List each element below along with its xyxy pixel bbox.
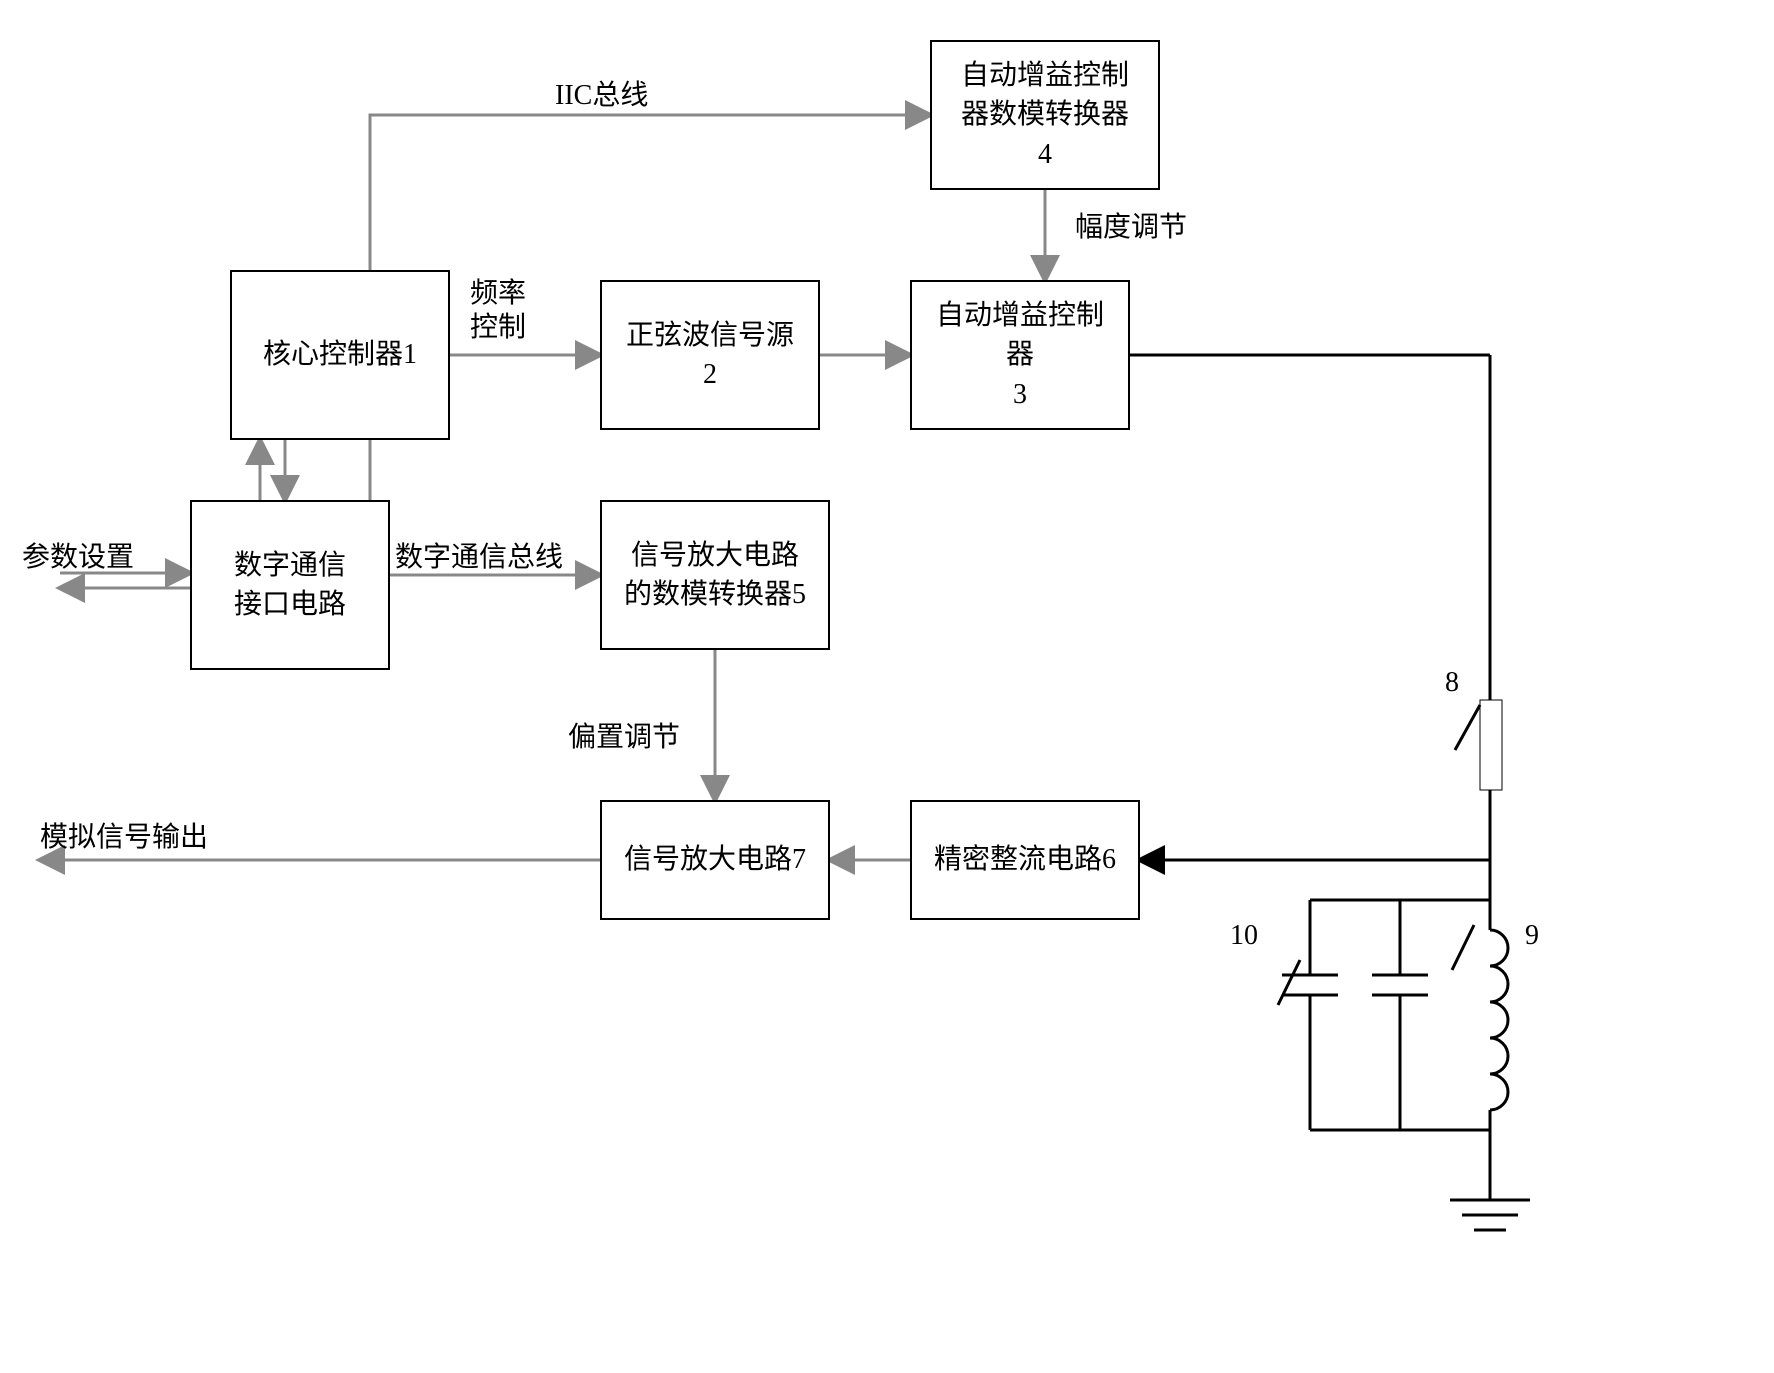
output-label: 模拟信号输出 [40,820,208,856]
ampdac-l2: 的数模转换器5 [624,579,806,610]
sine-source: 正弦波信号源 2 [600,280,820,430]
rectifier: 精密整流电路6 [910,800,1140,920]
sine-num: 2 [703,359,717,390]
core-controller-label: 核心控制器1 [263,335,417,374]
agc: 自动增益控制器 3 [910,280,1130,430]
comm-l2: 接口电路 [234,589,346,620]
inductor-9-label: 9 [1525,918,1539,954]
core-controller: 核心控制器1 [230,270,450,440]
iic-bus-label: IIC总线 [555,78,648,114]
capacitor-10-label: 10 [1230,918,1258,954]
digital-bus-label: 数字通信总线 [395,540,563,576]
resistor-8-label: 8 [1445,665,1459,701]
freq-label-2: 控制 [470,310,526,346]
amplifier: 信号放大电路7 [600,800,830,920]
agc-dac: 自动增益控制器数模转换器 4 [930,40,1160,190]
agcdac-l1: 自动增益控制 [961,60,1129,91]
rect-label: 精密整流电路6 [934,840,1116,879]
comm-interface: 数字通信接口电路 [190,500,390,670]
params-label: 参数设置 [22,540,134,576]
agcdac-l2: 器数模转换器 [961,99,1129,130]
amp-dac: 信号放大电路的数模转换器5 [600,500,830,650]
ampdac-l1: 信号放大电路 [631,540,799,571]
sine-label: 正弦波信号源 [626,320,794,351]
amp-label: 信号放大电路7 [624,840,806,879]
bias-label: 偏置调节 [568,720,680,756]
agc-num: 3 [1013,379,1027,410]
agc-l2: 器 [1006,339,1034,370]
comm-l1: 数字通信 [234,550,346,581]
amp-adjust-label: 幅度调节 [1075,210,1187,246]
agcdac-num: 4 [1038,139,1052,170]
freq-label-1: 频率 [470,276,526,312]
agc-l1: 自动增益控制 [936,300,1104,331]
